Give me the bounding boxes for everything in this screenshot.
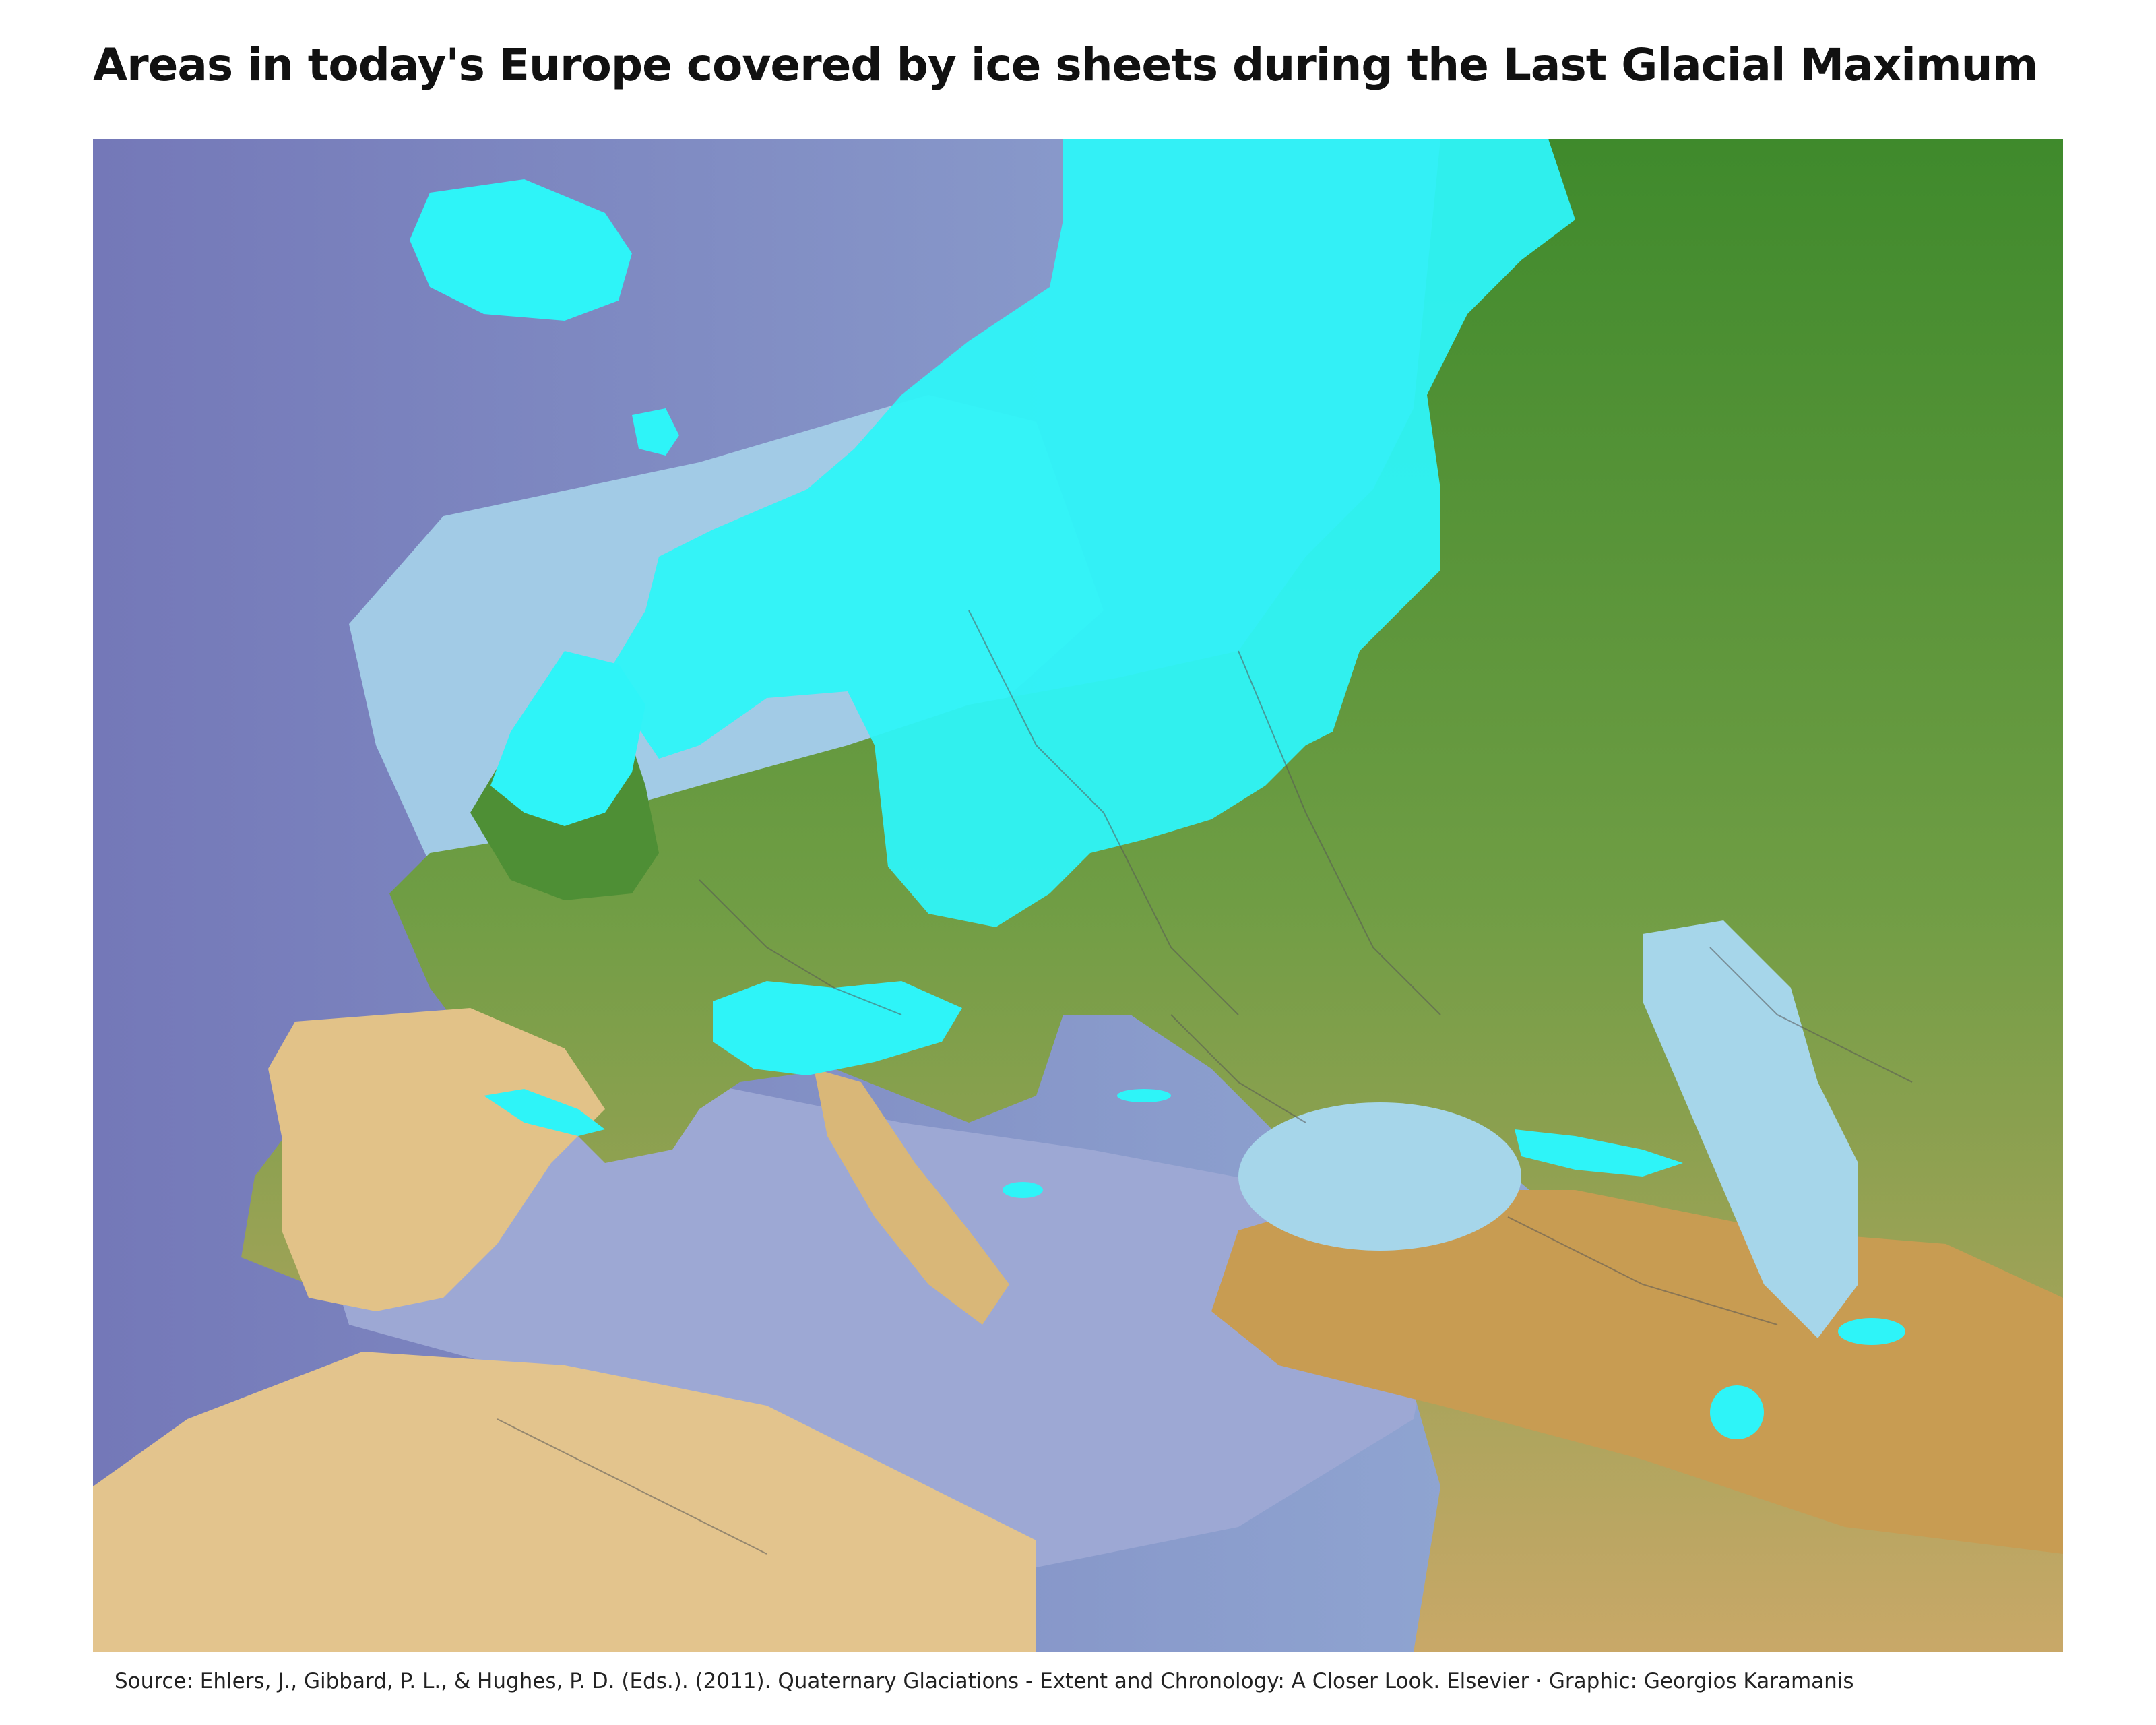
europe-map [93, 139, 2063, 1652]
alpine-ice-field [713, 981, 962, 1075]
elburz-glaciers [1838, 1318, 1905, 1345]
pyrenees-glaciers [484, 1089, 605, 1136]
source-credit: Source: Ehlers, J., Gibbard, P. L., & Hu… [115, 1669, 1854, 1693]
italian-peninsula [814, 1069, 1009, 1325]
iberian-peninsula [268, 1008, 605, 1311]
country-borders [497, 610, 1913, 1555]
zagros-glaciers [1710, 1385, 1764, 1439]
fennoscandian-ice-sheet [605, 139, 1575, 927]
iceland-ice-cap [410, 179, 632, 321]
map-title: Areas in today's Europe covered by ice s… [93, 39, 2038, 91]
balkan-glaciers [1003, 1182, 1043, 1198]
north-africa [93, 1352, 1036, 1652]
caspian-sea [1643, 920, 1858, 1338]
faroe-ice-cap [632, 408, 679, 456]
black-sea [1238, 1102, 1521, 1251]
british-ice-sheet [490, 651, 645, 826]
mediterranean-sea [295, 1082, 1440, 1567]
caucasus-glaciers [1515, 1129, 1683, 1177]
carpathian-glaciers [1117, 1089, 1171, 1102]
